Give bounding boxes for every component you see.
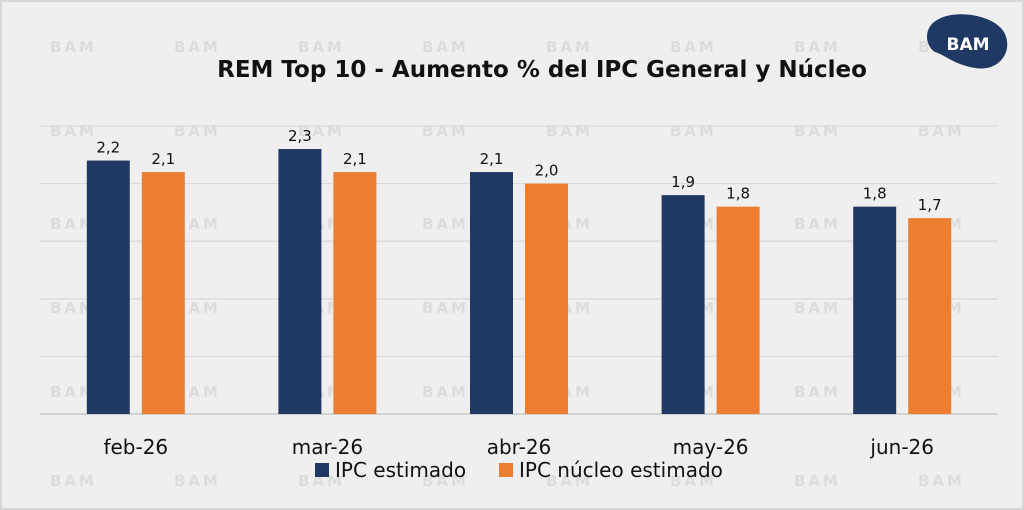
data-label: 1,9 xyxy=(671,173,695,191)
legend: IPC estimado IPC núcleo estimado xyxy=(315,458,723,482)
data-label: 2,1 xyxy=(343,150,367,168)
gridlines xyxy=(40,125,998,415)
data-label: 2,3 xyxy=(288,127,312,145)
legend-swatch xyxy=(499,463,513,477)
legend-swatch xyxy=(315,463,329,477)
bar-ipc-nucleo-may-26[interactable] xyxy=(716,206,760,414)
data-labels: 2,2 2,1 2,3 2,1 2,1 2,0 1,9 1,8 1,8 1,7 xyxy=(96,127,941,214)
bam-logo: BAM xyxy=(927,14,1008,69)
chart-title: REM Top 10 - Aumento % del IPC General y… xyxy=(217,57,867,83)
legend-label: IPC estimado xyxy=(335,458,466,482)
legend-label: IPC núcleo estimado xyxy=(519,458,723,482)
category-labels: feb-26 mar-26 abr-26 may-26 jun-26 xyxy=(103,435,934,459)
bar-ipc-estimado-may-26[interactable] xyxy=(661,195,705,414)
category-label: feb-26 xyxy=(103,435,168,459)
data-label: 2,0 xyxy=(535,162,559,180)
data-label: 2,1 xyxy=(480,150,504,168)
bar-ipc-estimado-abr-26[interactable] xyxy=(470,172,513,414)
bar-ipc-estimado-feb-26[interactable] xyxy=(86,160,130,414)
bar-ipc-nucleo-abr-26[interactable] xyxy=(525,183,568,414)
data-label: 1,8 xyxy=(863,185,887,203)
data-label: 2,2 xyxy=(96,139,120,157)
bar-ipc-nucleo-feb-26[interactable] xyxy=(141,172,185,414)
bar-ipc-nucleo-jun-26[interactable] xyxy=(908,218,952,414)
data-label: 2,1 xyxy=(151,150,175,168)
category-label: mar-26 xyxy=(292,435,363,459)
bars xyxy=(86,149,952,415)
logo-text: BAM xyxy=(946,35,989,55)
data-label: 1,7 xyxy=(918,196,942,214)
bar-ipc-estimado-mar-26[interactable] xyxy=(278,149,322,415)
category-label: jun-26 xyxy=(869,435,934,459)
category-label: abr-26 xyxy=(487,435,552,459)
bar-ipc-estimado-jun-26[interactable] xyxy=(853,206,897,414)
category-label: may-26 xyxy=(673,435,749,459)
bar-ipc-nucleo-mar-26[interactable] xyxy=(333,172,377,414)
data-label: 1,8 xyxy=(726,185,750,203)
